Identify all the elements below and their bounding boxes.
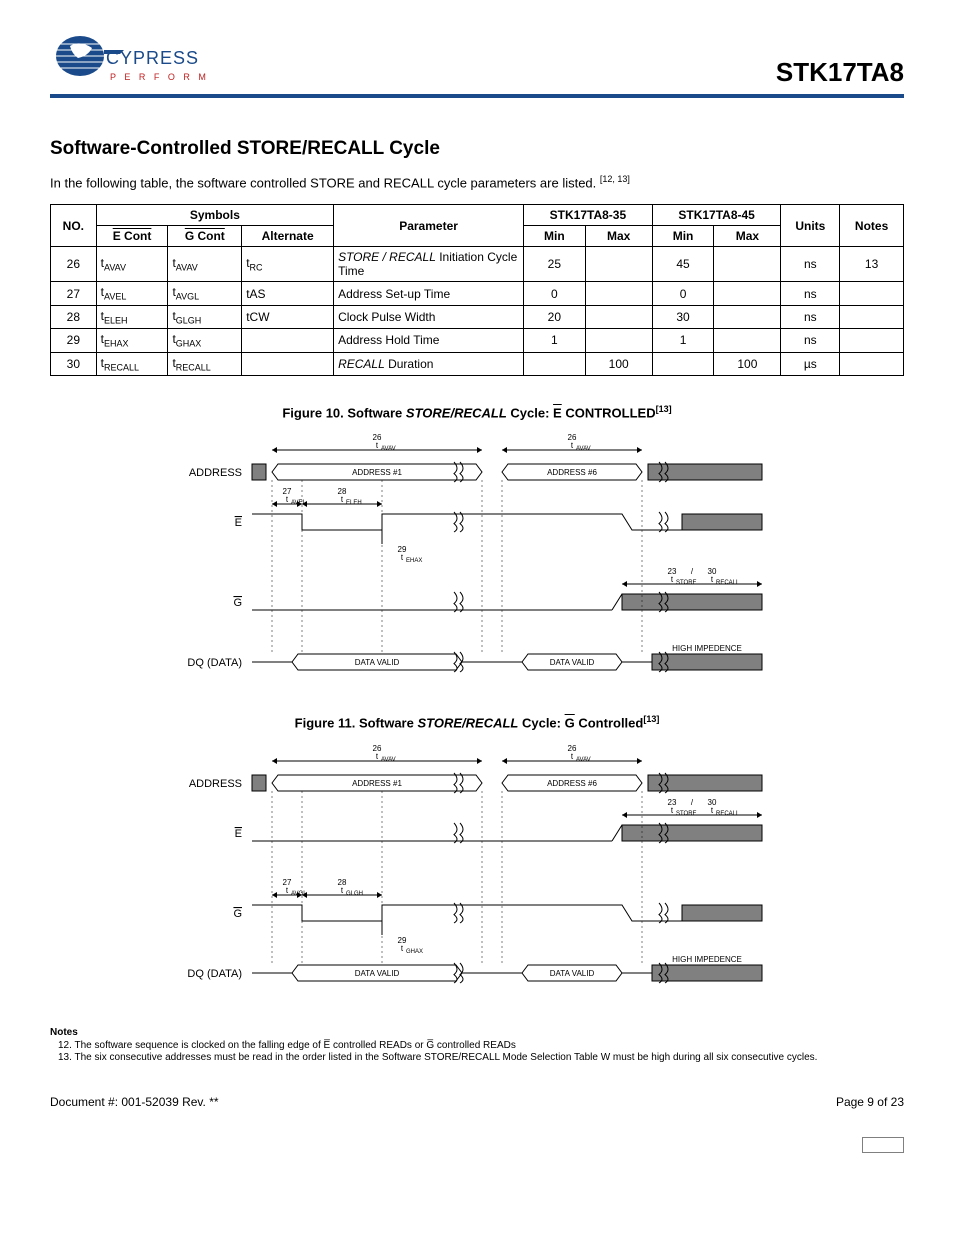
svg-text:t: t [571,441,574,450]
svg-text:AVAV: AVAV [381,757,396,763]
th-param: Parameter [334,205,524,247]
svg-text:DATA VALID: DATA VALID [550,658,595,667]
svg-text:ADDRESS #6: ADDRESS #6 [547,779,597,788]
th-no: NO. [51,205,97,247]
svg-text:HIGH IMPEDENCE: HIGH IMPEDENCE [672,955,742,964]
logo-company-text: CYPRESS [106,48,199,68]
svg-text:t: t [571,752,574,761]
th-min35: Min [524,226,586,247]
svg-text:G: G [233,908,242,920]
svg-text:/: / [691,798,694,807]
fig10-caption: Figure 10. Software STORE/RECALL Cycle: … [50,404,904,420]
logo-globe-icon: CYPRESS P E R F O R M [50,30,210,88]
svg-text:ADDRESS #1: ADDRESS #1 [352,468,402,477]
svg-text:ADDRESS #1: ADDRESS #1 [352,779,402,788]
svg-text:RECALL: RECALL [716,811,740,817]
svg-text:t: t [401,944,404,953]
svg-text:t: t [376,752,379,761]
th-econt: E Cont [96,226,168,247]
svg-text:DQ (DATA): DQ (DATA) [187,657,242,669]
svg-text:E: E [235,517,242,529]
doc-number: Document #: 001-52039 Rev. ** [50,1095,219,1109]
table-row: 26tAVAVtAVAVtRCSTORE / RECALL Initiation… [51,247,904,282]
th-symbols: Symbols [96,205,333,226]
notes-heading: Notes [50,1027,904,1038]
th-units: Units [781,205,840,247]
th-notes: Notes [840,205,904,247]
svg-text:RECALL: RECALL [716,580,740,586]
svg-text:EHAX: EHAX [406,558,422,564]
logo-tagline-text: P E R F O R M [110,72,209,82]
th-p45: STK17TA8-45 [652,205,781,226]
svg-text:DATA VALID: DATA VALID [355,969,400,978]
svg-text:DQ (DATA): DQ (DATA) [187,968,242,980]
svg-text:t: t [671,806,674,815]
svg-text:E: E [235,828,242,840]
fig11-wrap: ADDRESSEGDQ (DATA)ADDRESS #1ADDRESS #626… [50,733,904,1003]
svg-text:GHAX: GHAX [406,949,423,955]
th-alt: Alternate [242,226,334,247]
svg-text:ADDRESS: ADDRESS [189,778,242,790]
svg-text:DATA VALID: DATA VALID [550,969,595,978]
page-header: CYPRESS P E R F O R M STK17TA8 [50,30,904,88]
part-number: STK17TA8 [776,57,904,88]
svg-text:ADDRESS #6: ADDRESS #6 [547,468,597,477]
fig10-wrap: ADDRESSEGDQ (DATA)ADDRESS #1ADDRESS #626… [50,422,904,692]
th-gcont: G Cont [168,226,242,247]
page-number: Page 9 of 23 [836,1095,904,1109]
note-13: 13. The six consecutive addresses must b… [58,1052,904,1063]
th-max35: Max [585,226,652,247]
svg-text:STORE: STORE [676,580,697,586]
svg-text:AVAV: AVAV [576,446,591,452]
intro-paragraph: In the following table, the software con… [50,174,904,190]
table-row: 29tEHAXtGHAXAddress Hold Time11ns [51,329,904,352]
page-footer: Document #: 001-52039 Rev. ** Page 9 of … [50,1095,904,1109]
table-row: 28tELEHtGLGHtCWClock Pulse Width2030ns [51,305,904,328]
svg-text:STORE: STORE [676,811,697,817]
header-rule [50,94,904,98]
svg-text:t: t [711,575,714,584]
intro-text: In the following table, the software con… [50,175,596,190]
fig11-diagram: ADDRESSEGDQ (DATA)ADDRESS #1ADDRESS #626… [182,733,772,1003]
svg-text:GLGH: GLGH [346,891,363,897]
svg-text:t: t [401,553,404,562]
svg-text:t: t [341,495,344,504]
th-min45: Min [652,226,714,247]
svg-text:/: / [691,567,694,576]
table-row: 30tRECALLtRECALLRECALL Duration100100µs [51,352,904,375]
intro-refs: [12, 13] [600,174,630,184]
note-12: 12. The software sequence is clocked on … [58,1040,904,1051]
th-p35: STK17TA8-35 [524,205,653,226]
svg-text:G: G [233,597,242,609]
table-row: 27tAVELtAVGLtASAddress Set-up Time00ns [51,282,904,305]
fig11-caption: Figure 11. Software STORE/RECALL Cycle: … [50,714,904,730]
svg-text:ADDRESS: ADDRESS [189,467,242,479]
section-title: Software-Controlled STORE/RECALL Cycle [50,138,904,160]
svg-text:ELEH: ELEH [346,500,362,506]
svg-text:t: t [671,575,674,584]
company-logo: CYPRESS P E R F O R M [50,30,210,88]
svg-text:t: t [286,495,289,504]
svg-text:AVAV: AVAV [381,446,396,452]
svg-text:AVAV: AVAV [576,757,591,763]
param-table: NO. Symbols Parameter STK17TA8-35 STK17T… [50,204,904,376]
th-max45: Max [714,226,781,247]
fig10-diagram: ADDRESSEGDQ (DATA)ADDRESS #1ADDRESS #626… [182,422,772,692]
svg-text:t: t [341,886,344,895]
svg-text:HIGH IMPEDENCE: HIGH IMPEDENCE [672,644,742,653]
svg-text:t: t [376,441,379,450]
svg-text:t: t [286,886,289,895]
svg-text:DATA VALID: DATA VALID [355,658,400,667]
signature-line [50,1137,904,1156]
svg-text:t: t [711,806,714,815]
